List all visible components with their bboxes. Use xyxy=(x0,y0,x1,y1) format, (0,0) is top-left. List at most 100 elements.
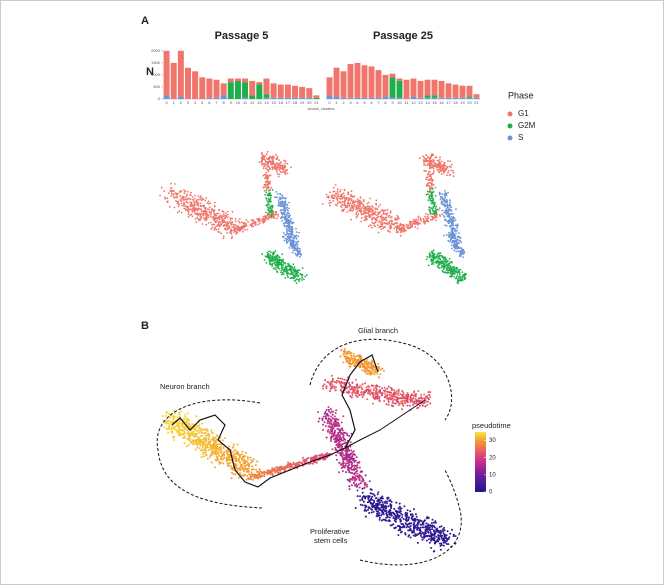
cell-dot xyxy=(343,437,346,440)
cell-dot xyxy=(432,183,435,186)
cell-dot xyxy=(189,214,192,217)
cell-dot xyxy=(384,209,387,212)
cell-dot xyxy=(400,400,403,403)
cell-dot xyxy=(336,188,339,191)
cell-dot xyxy=(331,413,334,416)
cell-dot xyxy=(335,204,338,207)
cell-dot xyxy=(293,275,296,277)
cell-dot xyxy=(212,215,215,218)
cell-dot xyxy=(376,208,379,211)
cell-dot xyxy=(450,220,453,223)
cell-dot xyxy=(239,472,241,475)
cell-dot xyxy=(170,190,173,193)
cell-dot xyxy=(220,219,223,222)
cell-dot xyxy=(383,386,386,389)
cell-dot xyxy=(402,227,405,230)
cell-dot xyxy=(384,213,387,215)
cell-dot xyxy=(321,423,324,426)
cell-dot xyxy=(284,170,287,172)
cell-dot xyxy=(190,203,193,205)
cell-dot xyxy=(292,244,295,247)
cell-dot xyxy=(225,457,228,460)
cell-dot xyxy=(420,393,423,396)
cell-dot xyxy=(428,255,431,257)
cell-dot xyxy=(385,216,388,219)
cell-dot xyxy=(365,215,368,218)
cell-dot xyxy=(254,477,257,480)
cell-dot xyxy=(336,191,339,194)
cell-dot xyxy=(424,164,427,167)
cell-dot xyxy=(426,185,428,188)
cell-dot xyxy=(213,205,216,208)
cell-dot xyxy=(340,452,342,455)
cell-dot xyxy=(410,226,413,229)
cell-dot xyxy=(275,210,277,213)
cell-dot xyxy=(414,222,416,225)
cell-dot xyxy=(173,428,176,431)
cell-dot xyxy=(205,197,208,199)
cell-dot xyxy=(278,263,281,266)
cell-dot xyxy=(235,464,238,467)
cell-dot xyxy=(219,457,222,460)
cell-dot xyxy=(288,221,291,224)
cell-dot xyxy=(433,211,436,213)
cell-dot xyxy=(276,162,278,165)
cell-dot xyxy=(220,217,223,219)
cell-dot xyxy=(201,441,204,444)
cell-dot xyxy=(332,186,335,189)
cell-dot xyxy=(286,232,289,235)
cell-dot xyxy=(340,443,342,446)
cell-dot xyxy=(294,235,297,238)
cell-dot xyxy=(375,390,378,392)
cell-dot xyxy=(330,432,333,435)
cell-dot xyxy=(335,454,338,457)
cell-dot xyxy=(216,456,219,459)
cell-dot xyxy=(247,458,249,461)
cell-dot xyxy=(337,193,340,196)
cell-dot xyxy=(186,422,189,424)
cell-dot xyxy=(283,239,286,242)
cell-dot xyxy=(358,394,361,396)
cell-dot xyxy=(187,432,190,434)
cell-dot xyxy=(268,192,271,195)
cell-dot xyxy=(453,241,455,244)
cell-dot xyxy=(438,158,441,161)
cell-dot xyxy=(287,209,289,212)
cell-dot xyxy=(257,220,260,223)
cell-dot xyxy=(284,237,287,240)
cell-dot xyxy=(353,358,356,361)
cell-dot xyxy=(283,213,286,216)
cell-dot xyxy=(432,253,435,256)
cell-dot xyxy=(220,450,223,453)
cell-dot xyxy=(191,215,194,218)
cell-dot xyxy=(204,446,207,449)
cell-dot xyxy=(435,215,438,218)
cell-dot xyxy=(293,247,296,250)
cell-dot xyxy=(210,431,213,434)
cell-dot xyxy=(459,240,461,242)
cell-dot xyxy=(456,242,458,245)
cell-dot xyxy=(381,367,384,370)
cell-dot xyxy=(185,206,188,208)
cell-dot xyxy=(283,170,285,173)
cell-dot xyxy=(235,450,238,453)
cell-dot xyxy=(187,197,190,200)
cell-dot xyxy=(231,223,233,226)
cell-dot xyxy=(438,267,441,269)
cell-dot xyxy=(368,392,371,395)
cell-dot xyxy=(193,434,195,437)
cell-dot xyxy=(350,449,353,452)
cell-dot xyxy=(431,219,434,221)
cell-dot xyxy=(247,477,250,480)
cell-dot xyxy=(371,226,373,229)
cell-dot xyxy=(441,209,444,212)
cell-dot xyxy=(346,206,349,209)
cell-dot xyxy=(347,464,350,467)
cell-dot xyxy=(182,197,185,199)
cell-dot xyxy=(352,453,355,456)
cell-dot xyxy=(191,439,194,442)
cell-dot xyxy=(343,378,346,381)
cell-dot xyxy=(440,266,443,269)
cell-dot xyxy=(443,271,446,274)
cell-dot xyxy=(189,194,192,197)
